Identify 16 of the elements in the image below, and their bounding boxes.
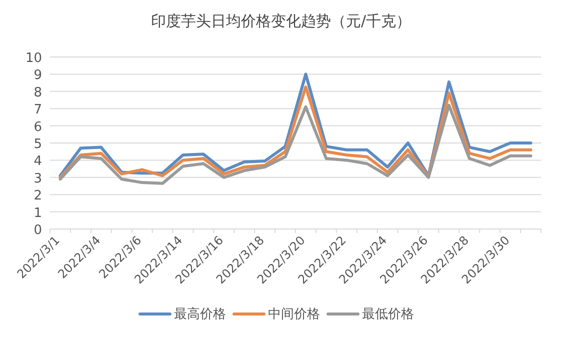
y-tick-label: 8: [34, 85, 42, 100]
legend-label: 中间价格: [268, 307, 320, 322]
y-tick-label: 7: [34, 102, 42, 118]
legend-label: 最低价格: [362, 307, 414, 322]
y-tick-label: 1: [34, 206, 42, 221]
y-tick-label: 9: [34, 68, 42, 84]
y-tick-label: 4: [34, 154, 42, 170]
y-tick-label: 5: [34, 137, 42, 152]
line-series: [58, 104, 532, 185]
y-tick-label: 6: [34, 120, 42, 135]
legend-label: 最高价格: [174, 306, 226, 322]
y-tick-label: 0: [34, 223, 42, 238]
y-tick-label: 2: [34, 188, 42, 204]
y-tick-label: 10: [25, 51, 42, 66]
chart-title: 印度芋头日均价格变化趋势（元/千克）: [150, 12, 412, 30]
y-tick-label: 3: [34, 171, 42, 186]
